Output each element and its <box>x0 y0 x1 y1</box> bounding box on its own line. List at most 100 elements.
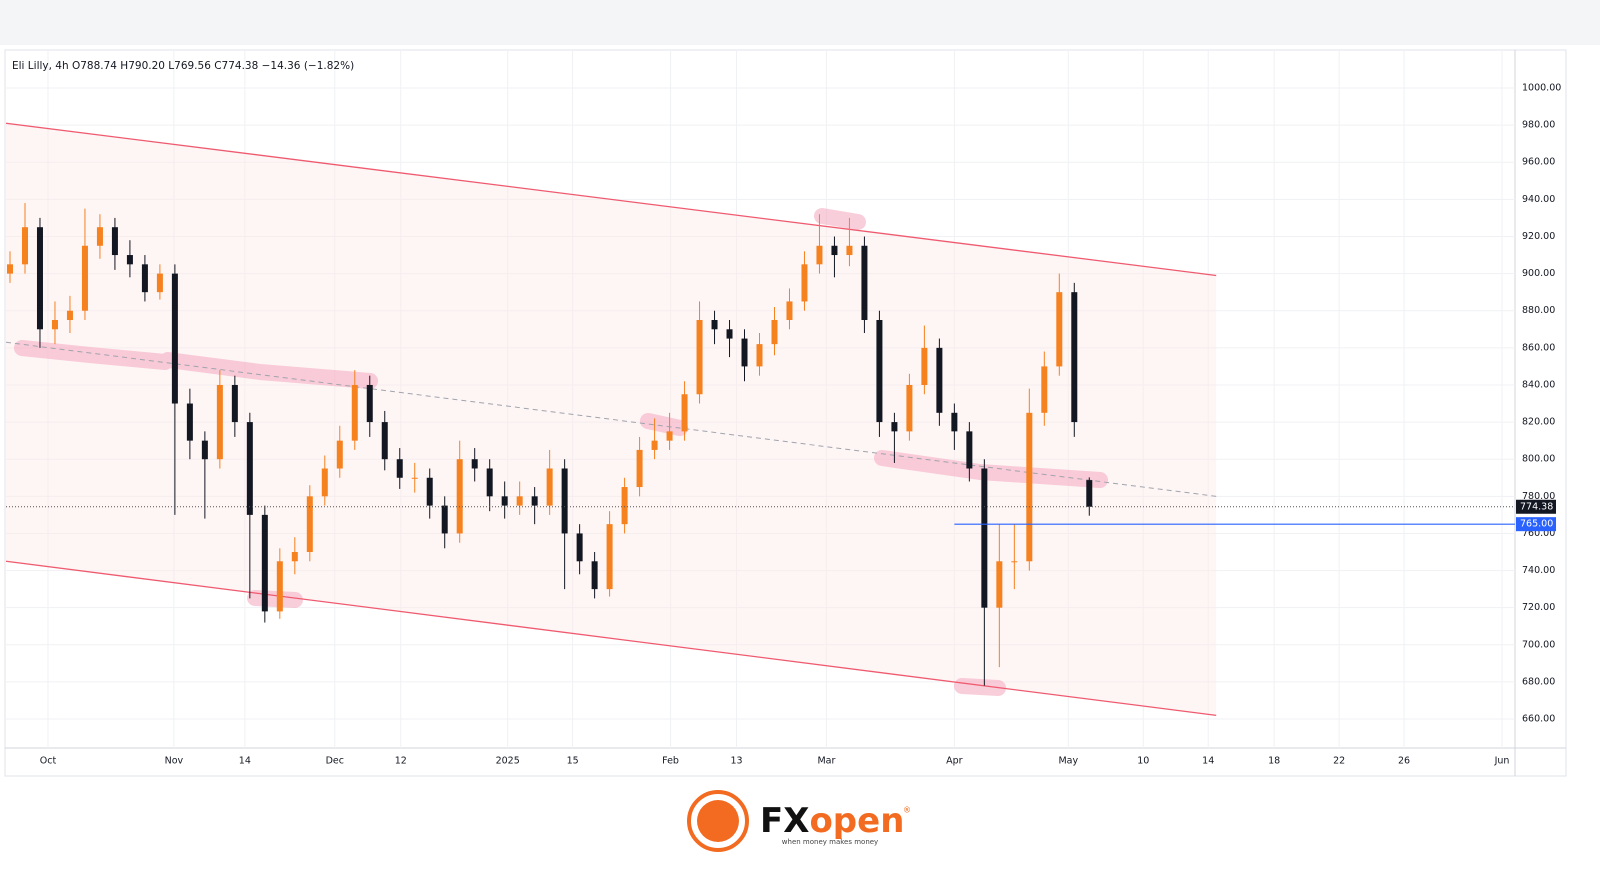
logo-ring <box>687 790 749 852</box>
candle-body <box>921 347 928 385</box>
x-tick-label: 2025 <box>496 756 520 767</box>
candle-body <box>861 245 868 321</box>
candle-body <box>156 273 163 293</box>
chart-panel <box>4 49 1567 777</box>
candle-body <box>171 273 178 404</box>
x-tick-label: Apr <box>946 756 963 767</box>
x-tick-label: 26 <box>1398 756 1410 767</box>
candle-body <box>486 468 493 497</box>
candle-body <box>726 329 733 339</box>
x-tick-label: Mar <box>817 756 835 767</box>
trend-line <box>5 560 1217 716</box>
candle-body <box>366 384 373 423</box>
candle-body <box>111 227 118 256</box>
candle-body <box>936 347 943 413</box>
y-tick-label: 660.00 <box>1522 714 1555 725</box>
x-tick-label: 15 <box>567 756 579 767</box>
x-tick-label: 13 <box>730 756 742 767</box>
candle-body <box>456 459 463 534</box>
candle-body <box>66 310 73 321</box>
last-price-label: 774.38 <box>1520 501 1553 512</box>
x-tick-label: 10 <box>1137 756 1149 767</box>
candle-body <box>291 552 298 562</box>
y-tick-label: 860.00 <box>1522 342 1555 353</box>
x-tick-label: 18 <box>1268 756 1280 767</box>
y-tick-label: 820.00 <box>1522 417 1555 428</box>
x-tick-label: 14 <box>239 756 251 767</box>
logo: FXopen ® when money makes money <box>687 790 911 852</box>
candle-body <box>621 487 628 525</box>
candle-body <box>396 459 403 478</box>
candle-body <box>246 422 253 515</box>
trend-line <box>5 122 1217 277</box>
candle-body <box>6 264 13 274</box>
candle-body <box>186 403 193 441</box>
x-tick-label: 12 <box>395 756 407 767</box>
candle-body <box>681 394 688 432</box>
registered: ® <box>903 806 911 815</box>
level-tag <box>1516 517 1556 532</box>
x-tick-label: May <box>1058 756 1078 767</box>
candle-body <box>141 264 148 293</box>
candle-body <box>516 496 523 506</box>
candle-body <box>666 431 673 441</box>
last-price-tag <box>1516 499 1556 514</box>
y-tick-label: 780.00 <box>1522 491 1555 502</box>
candle-body <box>336 440 343 469</box>
highlight <box>160 352 378 389</box>
y-tick-label: 880.00 <box>1522 305 1555 316</box>
candle-body <box>441 505 448 534</box>
y-tick-label: 700.00 <box>1522 639 1555 650</box>
candle-body <box>96 227 103 246</box>
chart-title: Eli Lilly, 4h O788.74 H790.20 L769.56 C7… <box>12 60 354 72</box>
candle-body <box>201 440 208 460</box>
candle-body <box>906 384 913 432</box>
candle-body <box>801 264 808 302</box>
highlight <box>814 208 866 230</box>
y-tick-label: 720.00 <box>1522 602 1555 613</box>
candle-body <box>741 338 748 367</box>
highlight <box>247 590 303 608</box>
candle-body <box>531 496 538 506</box>
candle-body <box>321 468 328 497</box>
candle-body <box>576 533 583 562</box>
x-tick-label: Dec <box>326 756 344 767</box>
x-tick-label: Nov <box>165 756 184 767</box>
candle-body <box>756 344 763 367</box>
candle-body <box>1056 292 1063 367</box>
candle-body <box>591 561 598 590</box>
candle-body <box>51 320 58 330</box>
channel-fill <box>6 123 1217 716</box>
x-tick-label: Feb <box>662 756 679 767</box>
candle-body <box>306 496 313 553</box>
candle-body <box>636 449 643 488</box>
x-tick-label: 14 <box>1202 756 1214 767</box>
candle-body <box>1011 561 1018 563</box>
highlight <box>640 413 688 436</box>
highlight <box>874 450 1108 488</box>
candle-body <box>126 255 133 265</box>
candle-body <box>981 468 988 608</box>
y-tick-label: 840.00 <box>1522 379 1555 390</box>
x-tick-label: Oct <box>40 756 57 767</box>
y-tick-label: 1000.00 <box>1522 83 1561 94</box>
brand-part: open <box>809 801 904 841</box>
candle-body <box>261 514 268 612</box>
x-tick-label: Jun <box>1494 756 1510 767</box>
candle-body <box>351 384 358 441</box>
logo-mark <box>697 800 739 842</box>
plot <box>5 122 1515 716</box>
brand: FXopen <box>760 801 904 841</box>
candle-body <box>381 422 388 460</box>
candle-body <box>1026 412 1033 562</box>
candle-body <box>771 320 778 345</box>
candle-body <box>1086 480 1093 507</box>
candle-body <box>1071 292 1078 423</box>
candle-body <box>471 459 478 469</box>
brand-part: FX <box>760 801 809 841</box>
y-tick-label: 960.00 <box>1522 157 1555 168</box>
candle-body <box>81 245 88 311</box>
candle-body <box>966 431 973 469</box>
